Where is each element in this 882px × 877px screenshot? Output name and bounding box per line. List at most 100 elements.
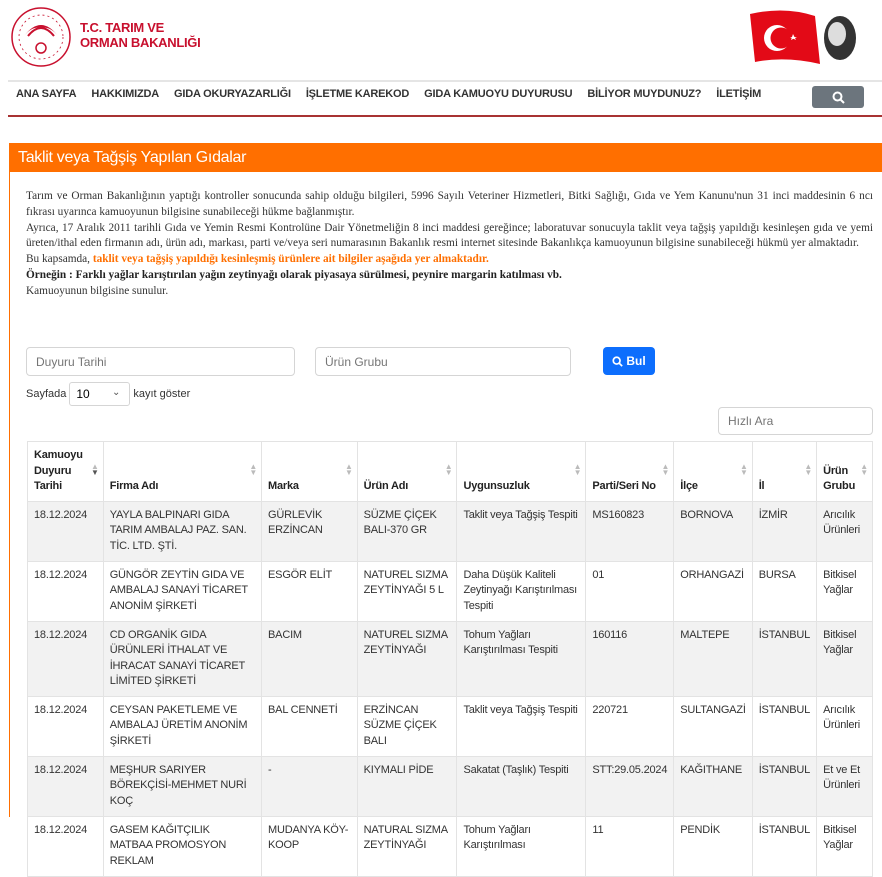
- brand-line-1: T.C. TARIM VE: [80, 20, 164, 35]
- quick-search-input[interactable]: [718, 407, 873, 435]
- table-cell: İSTANBUL: [751, 755, 818, 817]
- intro-paragraph: Tarım ve Orman Bakanlığının yaptığı kont…: [26, 190, 873, 218]
- column-header-label: İl: [758, 480, 765, 492]
- column-header-label: Marka: [268, 480, 299, 492]
- table-row: 18.12.2024 GÜNGÖR ZEYTİN GIDA VE AMBALAJ …: [27, 560, 873, 622]
- column-header-label: Kamuoyu Duyuru Tarihi: [34, 449, 83, 492]
- table-cell: 160116: [585, 620, 675, 697]
- table-cell: Taklit veya Tağşiş Tespiti: [456, 500, 587, 562]
- page-length-prefix: Sayfada: [26, 388, 67, 400]
- table-cell: KAĞITHANE: [673, 755, 753, 817]
- table-cell: Taklit veya Tağşiş Tespiti: [456, 695, 587, 757]
- table-row: 18.12.2024 CEYSAN PAKETLEME VE AMBALAJ ÜR…: [27, 695, 873, 757]
- column-header[interactable]: Firma Adı ▲ ▼: [102, 441, 263, 502]
- example-text: Örneğin : Farklı yağlar karıştırılan yağ…: [26, 268, 562, 281]
- table-cell: MS160823: [585, 500, 675, 562]
- table-cell: Bitkisel Yağlar: [816, 815, 873, 877]
- nav-gida-okuryazarligi[interactable]: GIDA OKURYAZARLIĞI: [174, 88, 291, 100]
- table-cell: BURSA: [751, 560, 818, 622]
- table-cell: NATUREL SIZMA ZEYTİNYAĞI 5 L: [356, 560, 458, 622]
- table-cell: İSTANBUL: [751, 620, 818, 697]
- table-cell: CD ORGANİK GIDA ÜRÜNLERİ İTHALAT VE İHRA…: [102, 620, 263, 697]
- ministry-logo[interactable]: [10, 6, 72, 68]
- sort-icon: ▲ ▼: [573, 462, 582, 477]
- page-length-suffix: kayıt göster: [133, 388, 191, 400]
- table-cell: 18.12.2024: [27, 815, 104, 877]
- table-cell: -: [261, 755, 358, 817]
- page-length-select[interactable]: 10: [69, 382, 131, 406]
- column-header-label: Uygunsuzluk: [463, 480, 530, 492]
- table-cell: NATURAL SIZMA ZEYTİNYAĞI: [356, 815, 458, 877]
- nav-biliyor-muydunuz[interactable]: BİLİYOR MUYDUNUZ?: [587, 88, 702, 100]
- nav-bottom-border: [8, 115, 882, 117]
- table-cell: Tohum Yağları Karıştırılması: [456, 815, 587, 877]
- nav-iletisim[interactable]: İLETİŞİM: [716, 88, 762, 100]
- column-header[interactable]: İl ▲ ▼: [751, 441, 818, 502]
- column-header[interactable]: Parti/Seri No ▲ ▼: [585, 441, 675, 502]
- intro-paragraph: Bu kapsamda, taklit veya tağşiş yapıldığ…: [26, 252, 873, 268]
- column-header-label: Ürün Adı: [363, 480, 409, 492]
- table-cell: Bitkisel Yağlar: [816, 620, 873, 697]
- column-header[interactable]: Ürün Adı ▲ ▼: [356, 441, 458, 502]
- table-cell: GASEM KAĞITÇILIK MATBAA PROMOSYON REKLAM: [102, 815, 263, 877]
- table-cell: İZMİR: [751, 500, 818, 562]
- search-button-label: Bul: [626, 354, 646, 368]
- sort-icon: ▲ ▼: [804, 462, 813, 477]
- column-header-label: Parti/Seri No: [592, 480, 656, 492]
- nav-gida-kamuoyu-duyurusu[interactable]: GIDA KAMUOYU DUYURUSU: [424, 88, 573, 100]
- scope-text: Bu kapsamda,: [26, 253, 93, 266]
- table-cell: BACIM: [261, 620, 358, 697]
- table-cell: 01: [585, 560, 675, 622]
- sort-icon: ▲ ▼: [444, 462, 453, 477]
- sort-icon: ▲ ▼: [661, 462, 670, 477]
- table-cell: 18.12.2024: [27, 755, 104, 817]
- table-cell: İSTANBUL: [751, 815, 818, 877]
- search-icon: [612, 355, 624, 367]
- sort-icon: ▲ ▼: [90, 462, 99, 477]
- nav-isletme-karekod[interactable]: İŞLETME KAREKOD: [305, 88, 410, 100]
- announcement-date-input[interactable]: [26, 347, 295, 376]
- sort-icon: ▲ ▼: [739, 462, 748, 477]
- flag-portrait-image: [750, 10, 856, 65]
- nav-ana-sayfa[interactable]: ANA SAYFA: [16, 88, 77, 100]
- intro-text: Tarım ve Orman Bakanlığının yaptığı kont…: [26, 189, 873, 300]
- table-cell: CEYSAN PAKETLEME VE AMBALAJ ÜRETİM ANONİ…: [102, 695, 263, 757]
- table-cell: 18.12.2024: [27, 695, 104, 757]
- intro-paragraph: Ayrıca, 17 Aralık 2011 tarihli Gıda ve Y…: [26, 221, 873, 250]
- table-cell: 18.12.2024: [27, 500, 104, 562]
- table-cell: MEŞHUR SARIYER BÖREKÇİSİ-MEHMET NURİ KOÇ: [102, 755, 263, 817]
- table-cell: GÜRLEVİK ERZİNCAN: [261, 500, 358, 562]
- table-cell: MALTEPE: [673, 620, 753, 697]
- table-cell: Daha Düşük Kaliteli Zeytinyağı Karıştırı…: [456, 560, 587, 622]
- sort-icon: ▲ ▼: [249, 462, 258, 477]
- product-group-input[interactable]: [315, 347, 571, 376]
- table-cell: Bitkisel Yağlar: [816, 560, 873, 622]
- column-header-label: Ürün Grubu: [823, 464, 856, 493]
- closing-text: Kamuoyunun bilgisine sunulur.: [26, 284, 169, 297]
- page-title: Taklit veya Tağşiş Yapılan Gıdalar: [9, 143, 882, 172]
- table-row: 18.12.2024 YAYLA BALPINARI GIDA TARIM AMB…: [27, 500, 873, 562]
- column-header[interactable]: Ürün Grubu ▲ ▼: [816, 441, 873, 502]
- panel-border: [9, 172, 10, 817]
- table-cell: SÜZME ÇİÇEK BALI-370 GR: [356, 500, 458, 562]
- nav-divider: [8, 80, 882, 82]
- table-cell: MUDANYA KÖY-KOOP: [261, 815, 358, 877]
- table-cell: Et ve Et Ürünleri: [816, 755, 873, 817]
- search-button[interactable]: Bul: [603, 347, 655, 375]
- nav-search-button[interactable]: [812, 86, 864, 108]
- table-cell: ERZİNCAN SÜZME ÇİÇEK BALI: [356, 695, 458, 757]
- table-cell: ORHANGAZİ: [673, 560, 753, 622]
- chevron-down-icon: ⌄: [111, 387, 121, 398]
- column-header[interactable]: Marka ▲ ▼: [261, 441, 358, 502]
- table-row: 18.12.2024 CD ORGANİK GIDA ÜRÜNLERİ İTHAL…: [27, 620, 873, 697]
- table-row: 18.12.2024 MEŞHUR SARIYER BÖREKÇİSİ-MEHME…: [27, 755, 873, 817]
- table-cell: Arıcılık Ürünleri: [816, 695, 873, 757]
- nav-hakkimizda[interactable]: HAKKIMIZDA: [91, 88, 160, 100]
- column-header[interactable]: Uygunsuzluk ▲ ▼: [456, 441, 587, 502]
- table-cell: Sakatat (Taşlık) Tespiti: [456, 755, 587, 817]
- table-cell: SULTANGAZİ: [673, 695, 753, 757]
- column-header[interactable]: İlçe ▲ ▼: [673, 441, 753, 502]
- table-cell: BORNOVA: [673, 500, 753, 562]
- column-header-label: Firma Adı: [109, 480, 159, 492]
- column-header[interactable]: Kamuoyu Duyuru Tarihi ▲ ▼: [27, 441, 104, 502]
